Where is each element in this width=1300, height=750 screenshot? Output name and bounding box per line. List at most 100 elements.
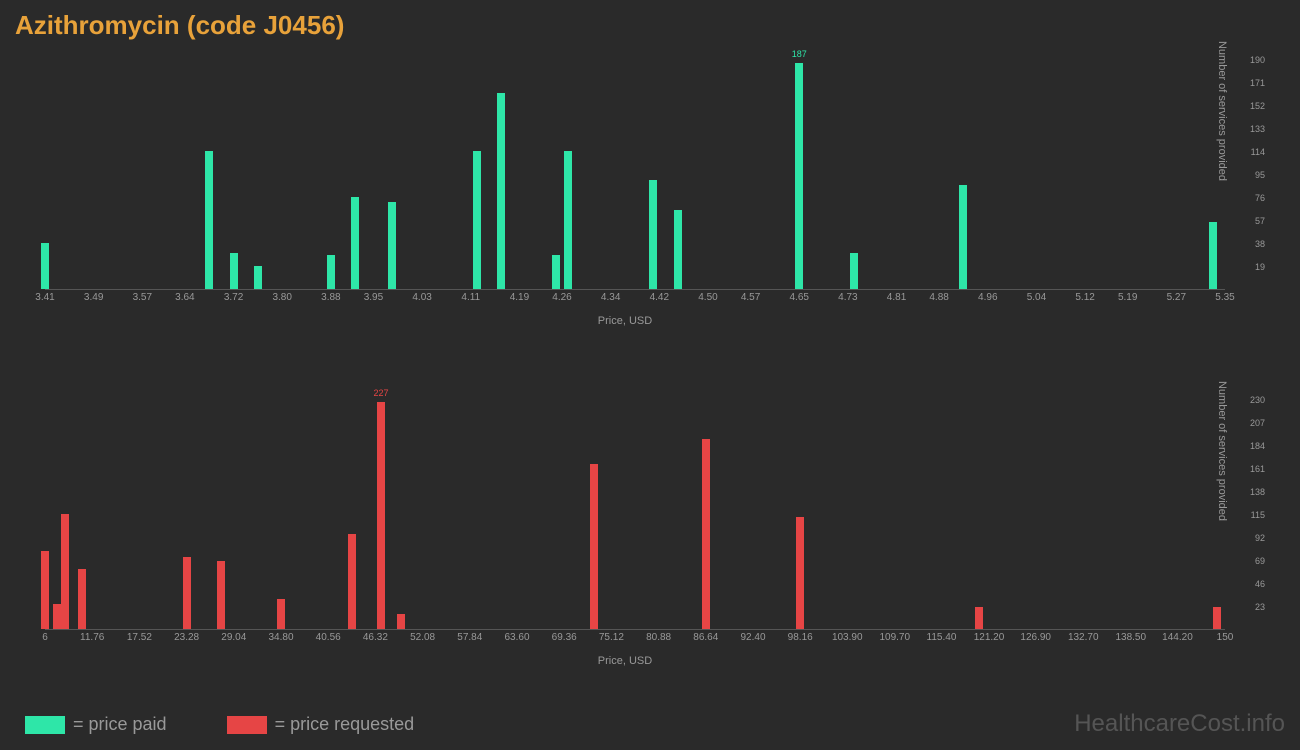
x-tick: 3.49: [84, 292, 103, 303]
x-tick: 4.57: [741, 292, 760, 303]
plot-area-top: 187: [45, 60, 1225, 290]
y-tick: 23: [1255, 602, 1265, 612]
x-tick: 69.36: [552, 632, 577, 643]
bar: [795, 63, 803, 289]
y-tick: 114: [1251, 147, 1265, 157]
y-tick: 69: [1255, 556, 1265, 566]
bar: [277, 599, 285, 629]
y-axis-label-bottom: Number of services provided: [1216, 381, 1228, 521]
bar: [497, 93, 505, 289]
x-tick: 5.27: [1167, 292, 1186, 303]
bar: [473, 151, 481, 289]
x-ticks-top: 3.413.493.573.643.723.803.883.954.034.11…: [45, 292, 1225, 312]
x-tick: 52.08: [410, 632, 435, 643]
legend-label-requested: = price requested: [275, 714, 415, 735]
x-tick: 11.76: [80, 632, 104, 643]
x-tick: 92.40: [740, 632, 765, 643]
y-tick: 207: [1250, 418, 1265, 428]
page-title: Azithromycin (code J0456): [15, 10, 344, 41]
bar: [348, 534, 356, 629]
legend: = price paid = price requested: [25, 714, 414, 735]
bar: [796, 517, 804, 629]
x-tick: 3.72: [224, 292, 243, 303]
x-tick: 4.26: [552, 292, 571, 303]
bar: [254, 266, 262, 289]
legend-item-paid: = price paid: [25, 714, 167, 735]
x-tick: 46.32: [363, 632, 388, 643]
bar: [674, 210, 682, 289]
plot-area-bottom: 227: [45, 400, 1225, 630]
bar: [377, 402, 385, 629]
bar: [590, 464, 598, 629]
legend-item-requested: = price requested: [227, 714, 415, 735]
x-tick: 4.42: [650, 292, 669, 303]
x-tick: 80.88: [646, 632, 671, 643]
x-tick: 4.03: [412, 292, 431, 303]
y-tick: 161: [1250, 464, 1265, 474]
x-tick: 4.73: [838, 292, 857, 303]
bar: [61, 514, 69, 629]
y-tick: 138: [1250, 487, 1265, 497]
bar: [397, 614, 405, 629]
bar: [702, 439, 710, 629]
x-tick: 132.70: [1068, 632, 1099, 643]
y-tick: 152: [1250, 101, 1265, 111]
x-axis-label-bottom: Price, USD: [598, 655, 652, 667]
x-tick: 17.52: [127, 632, 152, 643]
x-tick: 3.64: [175, 292, 194, 303]
x-tick: 4.81: [887, 292, 906, 303]
bar: [183, 557, 191, 629]
x-tick: 109.70: [879, 632, 910, 643]
bar: [351, 197, 359, 289]
y-tick: 230: [1250, 395, 1265, 405]
x-tick: 144.20: [1162, 632, 1193, 643]
y-tick: 92: [1255, 533, 1265, 543]
x-tick: 63.60: [504, 632, 529, 643]
x-tick: 98.16: [788, 632, 813, 643]
x-tick: 4.19: [510, 292, 529, 303]
bar-max-label: 227: [373, 388, 388, 398]
bar: [1213, 607, 1221, 629]
y-tick: 184: [1250, 441, 1265, 451]
y-tick: 95: [1255, 170, 1265, 180]
x-tick: 115.40: [927, 632, 957, 643]
y-axis-label-top: Number of services provided: [1216, 41, 1228, 181]
bar: [327, 255, 335, 289]
legend-label-paid: = price paid: [73, 714, 167, 735]
bar: [552, 255, 560, 289]
x-tick: 75.12: [599, 632, 624, 643]
legend-swatch-paid: [25, 716, 65, 734]
x-tick: 57.84: [457, 632, 482, 643]
x-tick: 3.41: [35, 292, 54, 303]
x-tick: 4.50: [698, 292, 717, 303]
bar: [41, 243, 49, 289]
x-tick: 29.04: [221, 632, 246, 643]
y-tick: 133: [1250, 124, 1265, 134]
x-tick: 3.88: [321, 292, 340, 303]
x-tick: 3.57: [133, 292, 152, 303]
bar: [975, 607, 983, 629]
y-ticks-top: 1938577695114133152171190: [1235, 60, 1265, 290]
bar: [649, 180, 657, 289]
x-tick: 40.56: [316, 632, 341, 643]
y-tick: 19: [1255, 262, 1265, 272]
x-tick: 34.80: [268, 632, 293, 643]
bar: [217, 561, 225, 629]
watermark: HealthcareCost.info: [1074, 710, 1285, 738]
bar: [850, 253, 858, 289]
y-tick: 190: [1250, 55, 1265, 65]
y-tick: 38: [1255, 239, 1265, 249]
y-tick: 171: [1250, 78, 1265, 88]
x-tick: 23.28: [174, 632, 199, 643]
x-tick: 4.88: [929, 292, 948, 303]
x-tick: 121.20: [974, 632, 1005, 643]
x-tick: 5.19: [1118, 292, 1137, 303]
bar: [205, 151, 213, 289]
bar: [53, 604, 61, 629]
chart-price-requested: 227 611.7617.5223.2829.0434.8040.5646.32…: [20, 400, 1230, 680]
x-tick: 3.95: [364, 292, 383, 303]
x-tick: 103.90: [832, 632, 863, 643]
x-tick: 4.11: [461, 292, 480, 303]
bar-max-label: 187: [792, 49, 807, 59]
x-ticks-bottom: 611.7617.5223.2829.0434.8040.5646.3252.0…: [45, 632, 1225, 652]
